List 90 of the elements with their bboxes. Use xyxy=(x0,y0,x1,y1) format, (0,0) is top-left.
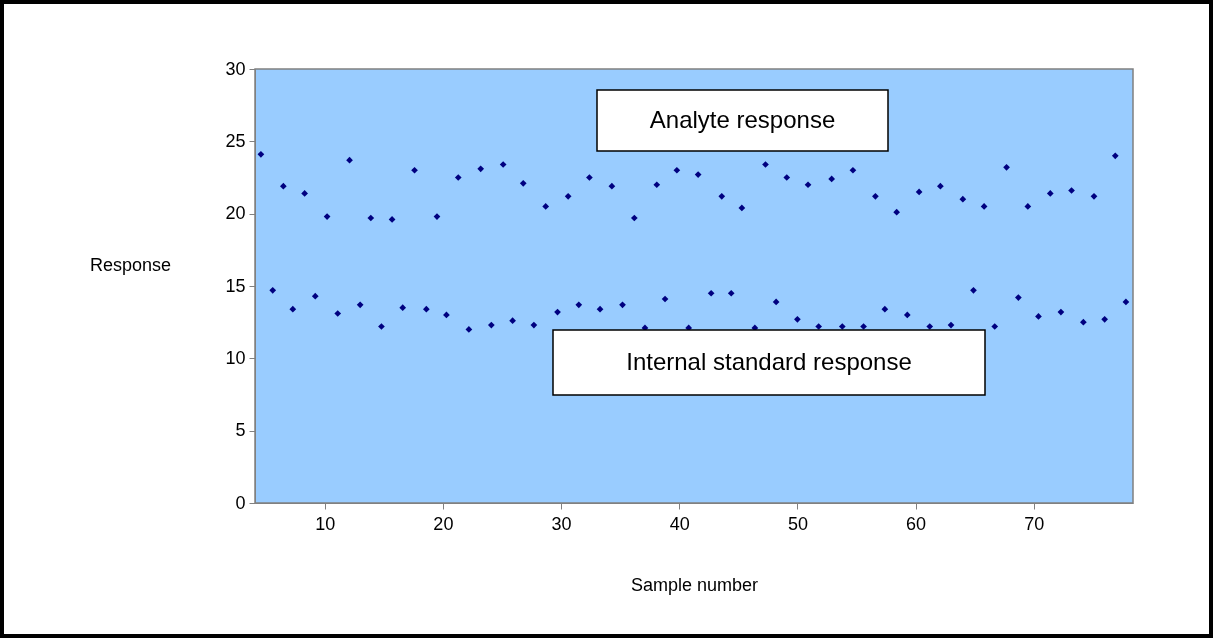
point xyxy=(980,203,988,210)
point xyxy=(783,174,791,181)
point xyxy=(289,305,297,313)
point xyxy=(718,192,726,200)
point xyxy=(794,315,801,323)
point xyxy=(970,286,977,294)
point xyxy=(959,195,967,203)
x-axis-title: Sample number xyxy=(630,574,759,595)
series-label: Analyte response xyxy=(649,105,836,133)
point xyxy=(804,181,812,189)
y-tick-label: 10 xyxy=(225,347,246,368)
point xyxy=(257,151,265,158)
x-tick-label: 40 xyxy=(669,513,690,534)
point xyxy=(1068,187,1075,194)
point xyxy=(1101,315,1108,323)
point xyxy=(838,323,846,330)
point xyxy=(772,298,780,306)
point xyxy=(673,166,681,174)
point xyxy=(1046,190,1054,197)
y-tick-label: 30 xyxy=(225,58,246,79)
x-tick-label: 20 xyxy=(433,513,454,534)
point xyxy=(893,208,901,216)
x-tick-label: 30 xyxy=(551,513,572,534)
point xyxy=(849,166,857,174)
point xyxy=(334,310,342,317)
point xyxy=(311,292,319,300)
point xyxy=(872,192,879,200)
point xyxy=(269,286,277,294)
point xyxy=(487,321,495,329)
point xyxy=(586,174,593,181)
point xyxy=(926,323,934,330)
point xyxy=(991,323,999,330)
y-tick-label: 25 xyxy=(225,130,246,151)
point xyxy=(519,179,527,187)
point xyxy=(301,190,308,197)
point xyxy=(915,188,923,196)
y-tick-label: 5 xyxy=(235,420,246,441)
point xyxy=(653,181,661,189)
y-tick-label: 20 xyxy=(225,203,246,224)
point xyxy=(378,323,385,330)
y-axis-title: Response xyxy=(89,254,172,275)
point xyxy=(661,295,669,303)
point xyxy=(738,204,746,212)
point xyxy=(947,321,955,329)
point xyxy=(619,301,626,309)
point xyxy=(1090,192,1098,200)
point xyxy=(762,161,769,168)
point xyxy=(411,166,418,174)
y-tick-label: 0 xyxy=(235,492,246,513)
point xyxy=(903,311,911,319)
point xyxy=(881,305,889,313)
point xyxy=(280,182,287,190)
point xyxy=(399,304,407,312)
point xyxy=(860,323,867,330)
point xyxy=(937,182,944,190)
point xyxy=(608,182,616,190)
point xyxy=(477,165,485,173)
x-tick-label: 50 xyxy=(787,513,808,534)
point xyxy=(1111,152,1119,160)
point xyxy=(630,214,638,222)
point xyxy=(694,171,702,178)
point xyxy=(1122,298,1130,306)
point xyxy=(596,305,604,313)
point xyxy=(1035,313,1042,320)
point xyxy=(542,203,550,210)
point xyxy=(815,323,823,330)
point xyxy=(530,321,538,329)
point xyxy=(727,289,735,297)
point xyxy=(465,326,473,333)
point xyxy=(828,175,836,183)
x-tick-label: 70 xyxy=(1024,513,1045,534)
point xyxy=(499,161,507,168)
y-tick-label: 15 xyxy=(225,275,246,296)
point xyxy=(707,289,715,297)
point xyxy=(356,301,364,309)
point xyxy=(1015,294,1022,301)
point xyxy=(346,156,353,164)
point xyxy=(367,214,375,222)
point xyxy=(1057,308,1065,316)
series-label: Internal standard response xyxy=(626,347,912,375)
point xyxy=(1024,203,1032,210)
x-tick-label: 10 xyxy=(315,513,336,534)
x-tick-label: 60 xyxy=(906,513,927,534)
point xyxy=(454,174,462,181)
point xyxy=(422,305,430,313)
point xyxy=(1003,164,1010,171)
point xyxy=(564,192,572,200)
point xyxy=(575,301,583,309)
point xyxy=(509,317,516,325)
point xyxy=(1080,318,1087,326)
